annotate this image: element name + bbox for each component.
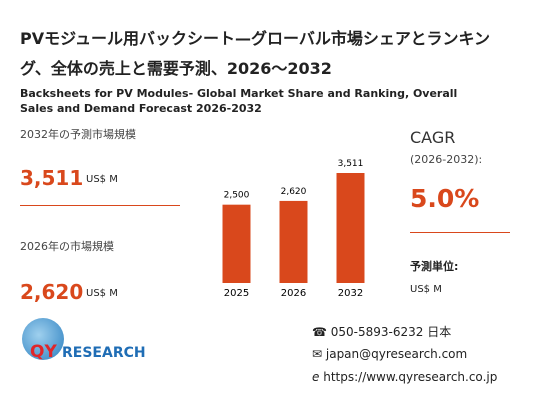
logo-globe [22, 318, 64, 360]
email-text: japan@qyresearch.com [325, 347, 468, 361]
value-label: 2,500 [224, 191, 250, 201]
x-tick-label: 2032 [338, 288, 363, 299]
current-value: 2,620 [20, 280, 84, 304]
email: ✉ japan@qyresearch.com [312, 347, 468, 361]
unit-label: 予測単位: [410, 260, 459, 273]
divider [20, 205, 180, 206]
bar [336, 173, 365, 283]
url-text: https://www.qyresearch.co.jp [323, 370, 498, 384]
bar [279, 200, 308, 283]
x-tick-label: 2025 [224, 288, 249, 299]
bar [222, 204, 251, 283]
forecast-label: 2032年の予測市場規模 [20, 128, 136, 141]
divider [410, 232, 510, 233]
phone: ☎ 050-5893-6232 日本 [312, 325, 452, 339]
x-tick-label: 2026 [281, 288, 306, 299]
forecast-unit: US$ M [86, 174, 118, 185]
cagr-value: 5.0% [410, 184, 480, 213]
phone-text: 050-5893-6232 日本 [330, 325, 452, 339]
logo-research: RESEARCH [62, 345, 146, 361]
cagr-label: CAGR [410, 128, 456, 147]
forecast-value: 3,511 [20, 166, 84, 190]
title: PVモジュール用バックシート—グローバル市場シェアとランキング、全体の売上と需要… [20, 29, 491, 78]
value-label: 2,620 [281, 187, 307, 197]
cagr-period: (2026-2032): [410, 153, 483, 166]
url: e https://www.qyresearch.co.jp [312, 370, 498, 384]
current-unit: US$ M [86, 288, 118, 299]
logo-qy: QY [30, 342, 57, 362]
unit-value: US$ M [410, 284, 442, 295]
subtitle: Backsheets for PV Modules- Global Market… [20, 87, 458, 115]
value-label: 3,511 [338, 159, 364, 169]
current-label: 2026年の市場規模 [20, 240, 114, 253]
